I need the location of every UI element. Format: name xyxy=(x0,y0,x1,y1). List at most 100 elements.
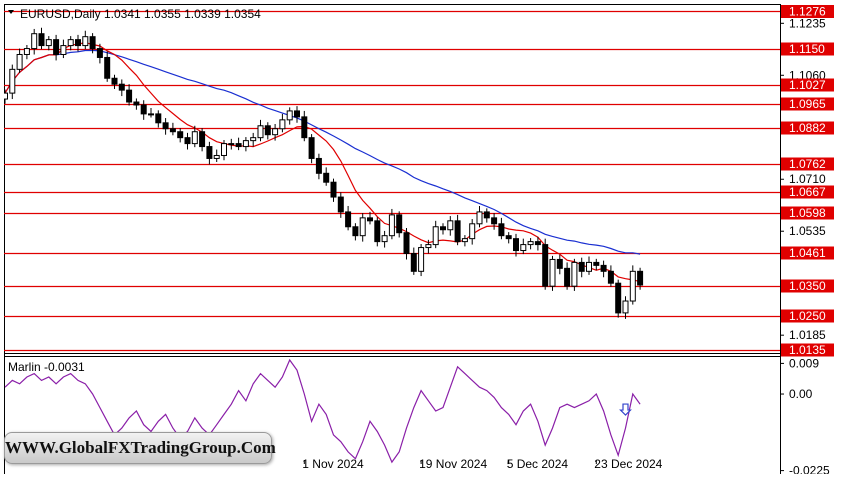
bear-candle-body xyxy=(352,226,359,237)
level-badge xyxy=(781,343,834,357)
candle xyxy=(520,238,527,255)
candle xyxy=(396,211,403,238)
level-badge-value: 1.0762 xyxy=(789,157,826,171)
candle xyxy=(89,33,96,54)
bear-candle-body xyxy=(396,214,403,234)
bull-candle-body xyxy=(67,39,74,47)
price-tick-label: 1.0185 xyxy=(789,328,826,342)
bear-candle-body xyxy=(556,258,563,269)
candle xyxy=(199,128,206,152)
marlin-line xyxy=(4,358,641,464)
down-arrow-icon xyxy=(619,403,632,416)
chart-menu-triangle-icon[interactable] xyxy=(8,10,14,14)
bear-candle-body xyxy=(96,48,103,58)
bear-candle-body xyxy=(133,101,140,106)
down-arrow-marker xyxy=(619,403,632,416)
candle xyxy=(337,192,344,218)
level-badge-value: 1.0461 xyxy=(789,246,826,260)
candle xyxy=(622,296,629,319)
bull-candle-body xyxy=(228,143,235,146)
candle xyxy=(96,43,103,64)
price-tick-label: 1.0535 xyxy=(789,224,826,238)
candle xyxy=(381,230,388,248)
candle xyxy=(607,265,614,287)
time-tick-label: 1 Nov 2024 xyxy=(302,457,364,471)
candle xyxy=(162,118,169,135)
bear-candle-body xyxy=(542,244,549,287)
candle xyxy=(126,84,133,106)
candle xyxy=(23,44,30,60)
level-badge-value: 1.0135 xyxy=(789,343,826,357)
candle xyxy=(432,220,439,249)
bear-candle-body xyxy=(367,217,373,222)
slow-moving-average-line xyxy=(4,49,641,255)
bear-candle-body xyxy=(491,217,498,225)
candle xyxy=(177,128,184,143)
candle xyxy=(286,107,293,125)
bull-candle-body xyxy=(359,217,366,237)
candle xyxy=(257,119,264,142)
candle xyxy=(461,235,468,247)
candle xyxy=(53,34,60,61)
candle xyxy=(629,265,636,305)
bull-candle-body xyxy=(31,33,38,50)
candle xyxy=(330,178,337,202)
candle xyxy=(118,79,125,97)
bear-candle-body xyxy=(140,104,147,115)
candle xyxy=(272,123,279,141)
level-badge xyxy=(781,121,834,135)
candle xyxy=(323,167,330,186)
bear-candle-body xyxy=(323,172,330,183)
candle xyxy=(469,219,476,245)
candle xyxy=(155,110,162,128)
bear-candle-body xyxy=(578,261,585,272)
bear-candle-body xyxy=(513,238,519,252)
bull-candle-body xyxy=(418,247,425,272)
bear-candle-body xyxy=(89,36,96,50)
candle xyxy=(169,122,176,136)
bear-candle-body xyxy=(600,264,607,272)
candle xyxy=(301,110,308,142)
candle xyxy=(67,36,74,51)
level-badge xyxy=(781,185,834,199)
candle xyxy=(75,34,81,52)
level-badge-value: 1.0350 xyxy=(789,279,826,293)
bull-candle-body xyxy=(571,261,578,287)
bull-candle-body xyxy=(191,131,198,145)
bear-candle-body xyxy=(264,125,271,136)
candle xyxy=(250,132,257,147)
bear-candle-body xyxy=(330,181,337,198)
level-badge xyxy=(781,157,834,171)
bull-candle-body xyxy=(9,68,16,94)
oscillator-tick-label: 0.00 xyxy=(789,387,813,401)
bull-candle-body xyxy=(4,92,8,100)
candle xyxy=(571,258,578,291)
candle xyxy=(133,98,140,110)
time-tick-label: 19 Nov 2024 xyxy=(419,457,487,471)
candle xyxy=(454,214,461,246)
bear-candle-body xyxy=(374,220,381,243)
level-badge xyxy=(781,246,834,260)
bull-candle-body xyxy=(527,241,534,246)
bull-candle-body xyxy=(250,137,257,142)
candle xyxy=(359,213,366,242)
candle xyxy=(586,256,592,275)
bull-candle-body xyxy=(388,214,395,237)
candle xyxy=(4,89,8,104)
candle xyxy=(228,138,235,150)
candle xyxy=(374,217,381,247)
bear-candle-body xyxy=(483,211,490,219)
fast-moving-average-line xyxy=(4,41,641,283)
bear-candle-body xyxy=(199,131,206,148)
bear-candle-body xyxy=(111,77,118,85)
bear-candle-body xyxy=(75,39,81,47)
marlin-indicator-label: Marlin -0.0031 xyxy=(8,360,85,374)
candle xyxy=(388,208,395,240)
bull-candle-body xyxy=(213,154,220,159)
bull-candle-body xyxy=(586,261,592,272)
candle xyxy=(403,227,410,260)
bear-candle-body xyxy=(637,270,644,286)
candle xyxy=(367,211,373,225)
candle xyxy=(418,243,425,277)
